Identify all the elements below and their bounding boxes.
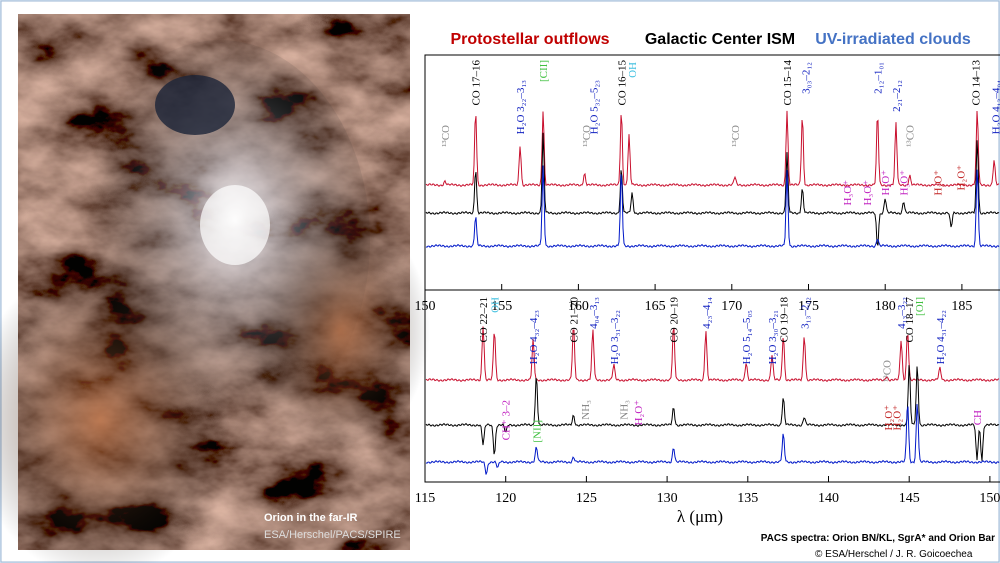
line-label: OH — [627, 62, 639, 78]
line-label: CO 14–13 — [971, 60, 983, 106]
x-tick-label: 150 — [415, 299, 436, 314]
x-tick-label: 140 — [818, 491, 839, 506]
legend-outflows: Protostellar outflows — [450, 31, 609, 48]
line-label: NH₃ — [580, 400, 592, 420]
line-label: 3₁₃–2₀₂ — [799, 297, 811, 329]
line-label: ¹³CO — [882, 360, 894, 382]
line-label: H₂O 4₃₁–4₂₂ — [935, 310, 947, 364]
line-label: CO 19–18 — [778, 297, 790, 343]
legend-galactic-center: Galactic Center ISM — [645, 31, 795, 48]
line-label: CH⁺ 3–2 — [501, 400, 513, 440]
line-label: H₃O⁺ — [862, 180, 874, 206]
image-caption: Orion in the far-IR — [264, 512, 358, 524]
line-label: H₂O 4₃₂–4₂₃ — [528, 310, 540, 364]
line-label: H₂O 3₂₂–3₁₃ — [515, 80, 527, 134]
line-label: CO 21–20 — [568, 297, 580, 343]
line-label: [OI] — [914, 297, 926, 316]
line-label: 4₀₄–3₁₃ — [588, 297, 600, 329]
line-label: 3₀₃–2₁₂ — [800, 62, 812, 94]
x-tick-label: 170 — [721, 299, 742, 314]
x-tick-label: 145 — [899, 491, 920, 506]
x-tick-label: 165 — [645, 299, 666, 314]
x-axis-label: λ (μm) — [677, 507, 723, 526]
x-tick-label: 130 — [657, 491, 678, 506]
line-label: CO 15–14 — [782, 60, 794, 106]
line-label: H₂O⁺ — [955, 165, 967, 191]
x-tick-label: 125 — [576, 491, 597, 506]
line-label: H₂O 3₃₀–3₂₁ — [767, 310, 779, 364]
line-label: H₂O⁺ — [891, 405, 903, 431]
line-label: H₂O 3₃₁–3₂₂ — [609, 310, 621, 364]
line-label: H₂O 5₃₂–5₂₃ — [589, 80, 601, 134]
line-label: H₃O⁺ — [842, 180, 854, 206]
line-label: H₂O⁺ — [633, 400, 645, 426]
x-tick-label: 180 — [875, 299, 896, 314]
x-tick-label: 150 — [979, 491, 1000, 506]
page: Orion in the far-IR ESA/Herschel/PACS/SP… — [0, 0, 1000, 563]
line-label: [CII] — [538, 60, 550, 82]
x-tick-label: 120 — [495, 491, 516, 506]
footer-title: PACS spectra: Orion BN/KL, SgrA* and Ori… — [761, 533, 995, 544]
line-label: ¹³CO — [905, 125, 917, 147]
orion-image: Orion in the far-IR ESA/Herschel/PACS/SP… — [0, 14, 430, 563]
x-tick-label: 185 — [951, 299, 972, 314]
line-label: 2₂₁–2₁₂ — [891, 80, 903, 112]
line-label: H₂O 5₁₄–5₀₅ — [741, 310, 753, 364]
line-label: NH₃ — [619, 400, 631, 420]
footer-credit: © ESA/Herschel / J. R. Goicoechea — [815, 549, 973, 560]
line-label: [NII] — [531, 420, 543, 443]
line-label: H₃O⁺ — [899, 170, 911, 196]
line-label: ¹³CO — [730, 125, 742, 147]
line-label: CO 17–16 — [471, 60, 483, 106]
image-credit: ESA/Herschel/PACS/SPIRE — [264, 529, 401, 541]
line-label: H₂O⁺ — [932, 170, 944, 196]
x-tick-label: 135 — [737, 491, 758, 506]
line-label: H₂O 4₁₃–4₀₄ — [991, 80, 1000, 134]
line-label: H₃O⁺ — [880, 170, 892, 196]
slide: Orion in the far-IR ESA/Herschel/PACS/SP… — [0, 0, 1000, 563]
line-label: CO 20–19 — [669, 297, 681, 343]
legend-uv-clouds: UV-irradiated clouds — [815, 31, 971, 48]
line-label: 2₁₂–1₀₁ — [873, 62, 885, 94]
line-label: CO 22–21 — [478, 297, 490, 343]
x-tick-label: 115 — [415, 491, 435, 506]
line-label: 4₂₃–4₁₄ — [701, 297, 713, 329]
line-label: ¹³CO — [440, 125, 452, 147]
line-label: OH — [489, 297, 501, 313]
line-label: CH — [972, 410, 984, 425]
